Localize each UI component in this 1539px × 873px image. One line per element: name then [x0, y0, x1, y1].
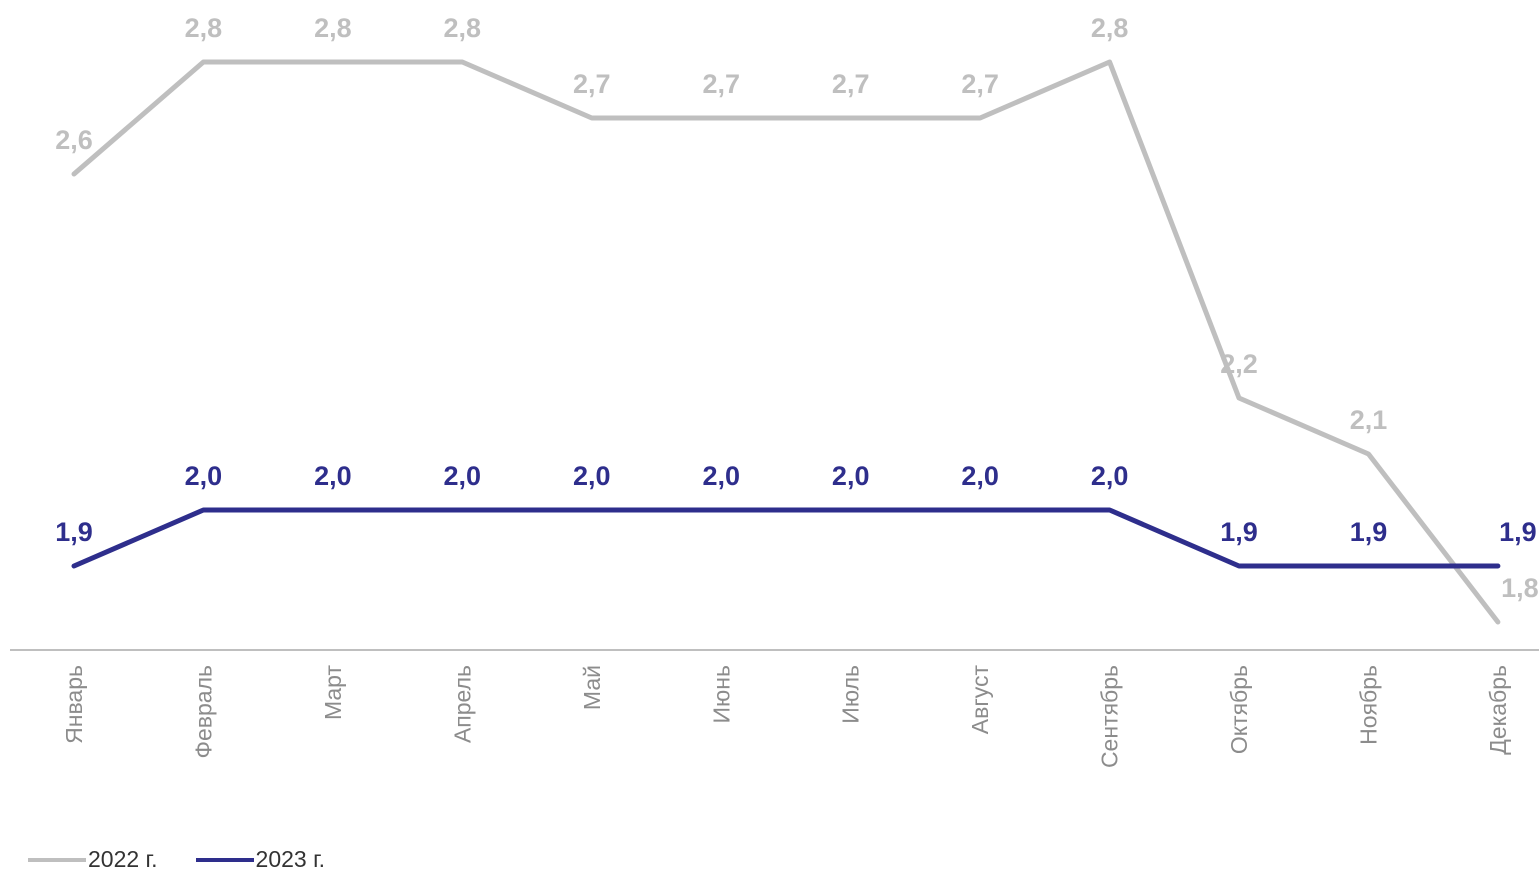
legend: 2022 г. 2023 г. [28, 846, 363, 873]
x-tick-label-4: Май [579, 665, 605, 710]
data-label-2023-8: 2,0 [1091, 461, 1129, 491]
data-label-2023-1: 2,0 [185, 461, 223, 491]
data-label-2022-3: 2,8 [444, 13, 482, 43]
data-label-2022-2: 2,8 [314, 13, 352, 43]
x-tick-label-5: Июнь [708, 665, 734, 723]
data-label-2023-9: 1,9 [1220, 517, 1258, 547]
data-label-2023-4: 2,0 [573, 461, 611, 491]
x-tick-label-11: Декабрь [1485, 665, 1511, 755]
data-label-2023-5: 2,0 [703, 461, 741, 491]
legend-label-2023: 2023 г. [255, 846, 326, 872]
x-tick-label-3: Апрель [449, 665, 475, 743]
data-label-2023-7: 2,0 [961, 461, 999, 491]
series-layer [71, 59, 1501, 625]
x-tick-label-6: Июль [838, 665, 864, 724]
legend-item-2022[interactable]: 2022 г. [28, 846, 158, 873]
data-label-2022-9: 2,2 [1220, 349, 1258, 379]
x-tick-label-1: Февраль [190, 665, 216, 758]
data-label-2022-10: 2,1 [1350, 405, 1388, 435]
x-tick-label-0: Январь [61, 665, 87, 744]
data-label-2022-11: 1,8 [1501, 573, 1539, 603]
legend-label-2022: 2022 г. [88, 846, 158, 872]
x-tick-label-9: Октябрь [1226, 665, 1252, 754]
x-tick-label-10: Ноябрь [1356, 665, 1382, 745]
data-label-2022-5: 2,7 [703, 69, 741, 99]
data-labels: 2,6 2,8 2,8 2,8 2,7 2,7 2,7 2,7 2,8 2,2 2,1 1,8 1,9 2… [55, 13, 1538, 603]
data-label-2023-10: 1,9 [1350, 517, 1388, 547]
data-label-2022-1: 2,8 [185, 13, 223, 43]
data-label-2022-6: 2,7 [832, 69, 870, 99]
x-tick-label-7: Август [967, 665, 993, 735]
legend-swatch-2023 [195, 857, 254, 862]
data-label-2023-11: 1,9 [1499, 517, 1537, 547]
series-line-2022 [71, 59, 1501, 625]
data-label-2022-0: 2,6 [55, 125, 93, 155]
series-line-2023 [71, 507, 1501, 569]
data-label-2022-8: 2,8 [1091, 13, 1129, 43]
data-label-2023-2: 2,0 [314, 461, 352, 491]
data-label-2023-3: 2,0 [444, 461, 482, 491]
legend-swatch-2022 [28, 857, 86, 862]
data-label-2022-4: 2,7 [573, 69, 611, 99]
legend-item-2023[interactable]: 2023 г. [195, 846, 326, 873]
data-label-2023-6: 2,0 [832, 461, 870, 491]
x-tick-label-8: Сентябрь [1097, 665, 1123, 768]
x-tick-label-2: Март [320, 665, 346, 720]
data-label-2022-7: 2,7 [961, 69, 999, 99]
data-label-2023-0: 1,9 [55, 517, 93, 547]
x-axis-ticks: Январь Февраль Март Апрель Май Июнь Июль Август… [61, 665, 1511, 769]
